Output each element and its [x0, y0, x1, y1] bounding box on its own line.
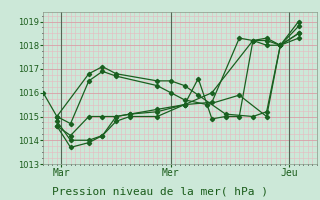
Text: Pression niveau de la mer( hPa ): Pression niveau de la mer( hPa ): [52, 186, 268, 196]
